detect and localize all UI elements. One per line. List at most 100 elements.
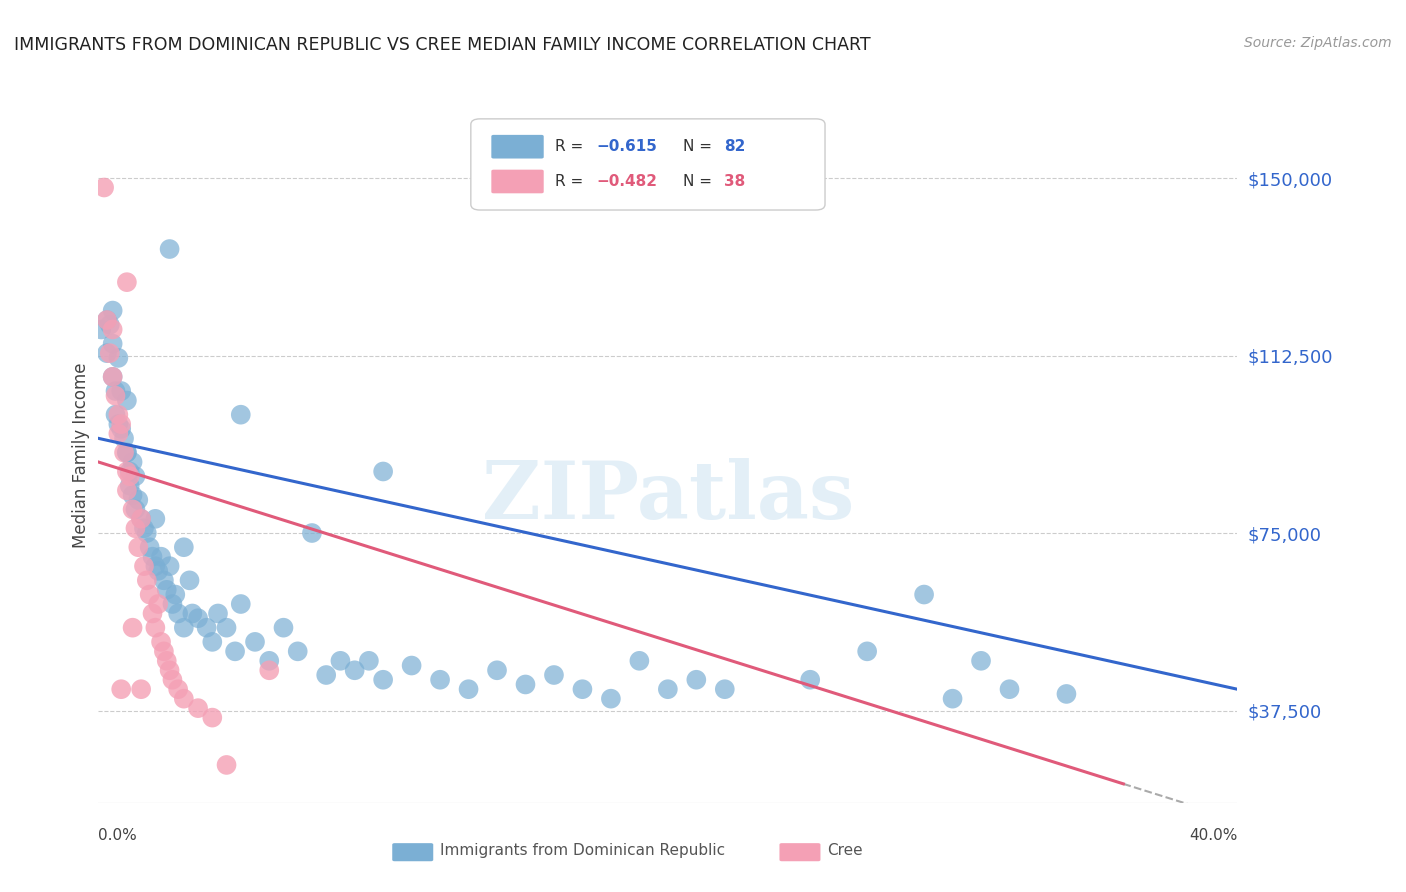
Point (1056, 687, 1078, 701)
Point (107, 426, 129, 441)
Point (215, 621, 238, 635)
Point (373, 673, 395, 687)
Point (150, 635, 173, 649)
Point (179, 574, 201, 588)
Point (118, 465, 141, 479)
Point (162, 597, 184, 611)
FancyBboxPatch shape (491, 135, 544, 159)
Text: Cree: Cree (827, 843, 863, 858)
Point (301, 526, 323, 541)
Point (657, 682, 679, 697)
Point (129, 512, 152, 526)
Point (115, 465, 138, 479)
Point (132, 559, 155, 574)
Point (145, 512, 167, 526)
Point (115, 483, 138, 498)
FancyBboxPatch shape (779, 843, 821, 862)
Point (124, 469, 146, 483)
Point (486, 663, 509, 677)
Point (135, 526, 157, 541)
Text: 0.0%: 0.0% (98, 828, 138, 843)
Point (124, 521, 146, 535)
Point (153, 574, 176, 588)
Point (315, 668, 337, 682)
Point (159, 559, 181, 574)
Point (121, 621, 143, 635)
Y-axis label: Median Family Income: Median Family Income (72, 362, 90, 548)
Point (187, 611, 209, 625)
Point (156, 654, 179, 668)
Point (110, 422, 132, 436)
Point (110, 682, 132, 697)
Point (600, 691, 623, 706)
FancyBboxPatch shape (392, 843, 433, 862)
Point (107, 417, 129, 432)
Point (343, 663, 366, 677)
Point (145, 621, 167, 635)
Point (101, 369, 124, 384)
Text: 82: 82 (724, 139, 745, 154)
Point (148, 597, 170, 611)
Point (132, 521, 155, 535)
Point (138, 540, 160, 554)
FancyBboxPatch shape (471, 119, 825, 210)
Point (127, 540, 149, 554)
Point (101, 322, 124, 336)
Point (201, 710, 224, 724)
Point (628, 654, 651, 668)
Point (515, 677, 537, 691)
Point (165, 588, 187, 602)
Point (141, 607, 163, 621)
Point (229, 597, 252, 611)
Point (259, 654, 281, 668)
Point (401, 658, 423, 673)
Point (104, 408, 127, 422)
Point (107, 351, 129, 365)
Point (215, 758, 238, 772)
Point (273, 621, 295, 635)
Point (799, 673, 821, 687)
Point (287, 644, 309, 658)
Point (121, 455, 143, 469)
Text: −0.482: −0.482 (596, 174, 657, 189)
Point (224, 644, 246, 658)
Point (112, 445, 135, 459)
Point (167, 682, 190, 697)
Point (373, 465, 395, 479)
Point (167, 607, 190, 621)
Text: IMMIGRANTS FROM DOMINICAN REPUBLIC VS CREE MEDIAN FAMILY INCOME CORRELATION CHAR: IMMIGRANTS FROM DOMINICAN REPUBLIC VS CR… (14, 36, 870, 54)
Point (110, 417, 132, 432)
Point (162, 673, 184, 687)
Point (96, 313, 118, 327)
Point (93, 180, 115, 194)
Point (912, 588, 935, 602)
Point (124, 502, 146, 516)
Text: N =: N = (683, 174, 717, 189)
Point (96, 313, 118, 327)
Point (129, 682, 152, 697)
Point (159, 663, 181, 677)
Point (173, 621, 195, 635)
Point (243, 635, 266, 649)
Point (115, 393, 138, 408)
Point (129, 512, 152, 526)
Point (259, 663, 281, 677)
Point (457, 682, 479, 697)
Point (714, 682, 737, 697)
Point (207, 607, 229, 621)
Point (115, 445, 138, 459)
Point (118, 469, 141, 483)
Point (195, 621, 218, 635)
Point (115, 275, 138, 289)
Text: 38: 38 (724, 174, 745, 189)
Text: N =: N = (683, 139, 717, 154)
Point (148, 564, 170, 578)
Point (156, 582, 179, 597)
Text: R =: R = (555, 174, 588, 189)
Text: Source: ZipAtlas.com: Source: ZipAtlas.com (1244, 36, 1392, 50)
Point (329, 654, 352, 668)
Point (96, 346, 118, 360)
Point (98, 346, 121, 360)
Point (543, 668, 565, 682)
Point (118, 478, 141, 492)
